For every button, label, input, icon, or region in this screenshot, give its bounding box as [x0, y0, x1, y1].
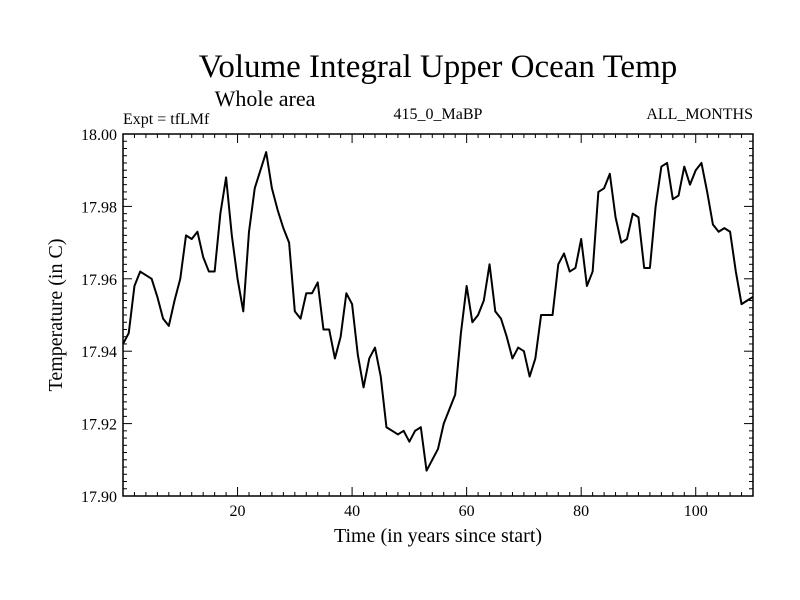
period-label: 415_0_MaBP [394, 106, 483, 123]
plot-frame [122, 133, 754, 497]
x-tick-label: 80 [573, 503, 589, 520]
y-tick-label: 17.92 [81, 417, 117, 434]
y-tick-label: 17.98 [81, 199, 117, 216]
x-tick-label: 100 [684, 503, 708, 520]
x-tick-label: 20 [230, 503, 246, 520]
months-label: ALL_MONTHS [646, 106, 753, 123]
x-tick-label: 60 [459, 503, 475, 520]
x-tick-label: 40 [344, 503, 360, 520]
y-tick-label: 18.00 [81, 127, 117, 144]
tick-labels: 20 40 60 80 100 17.90 17.92 17.94 17.96 17.98 18.0… [81, 127, 708, 520]
x-axis-label: Time (in years since start) [334, 525, 542, 547]
series-line-tflmf [122, 151, 754, 472]
y-tick-label: 17.96 [81, 272, 117, 289]
experiment-label: Expt = tfLMf [123, 111, 210, 128]
chart-title: Volume Integral Upper Ocean Temp [199, 49, 677, 85]
chart-subtitle: Whole area [215, 86, 316, 111]
y-tick-label: 17.90 [81, 489, 117, 506]
y-axis-label: Temperature (in C) [45, 239, 67, 392]
y-tick-label: 17.94 [81, 344, 117, 361]
